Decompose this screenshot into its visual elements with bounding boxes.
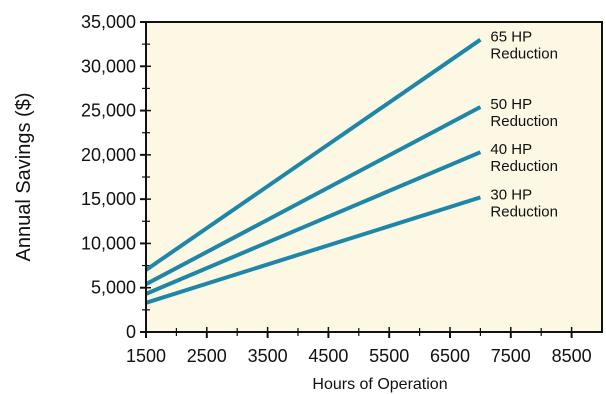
y-tick-label: 15,000 — [81, 189, 136, 209]
series-line — [145, 150, 482, 296]
x-tick-label: 3500 — [248, 346, 288, 366]
y-tick-label: 25,000 — [81, 101, 136, 121]
series-line — [145, 105, 482, 286]
series-label-line: 30 HP — [490, 186, 532, 203]
series-label-line: 65 HP — [490, 29, 532, 46]
x-tick-label: 8500 — [552, 346, 592, 366]
series-label: 50 HP Reduction — [490, 96, 558, 130]
series-line — [144, 38, 482, 272]
series-label-line: 40 HP — [490, 141, 532, 158]
series-label-line: Reduction — [490, 158, 558, 175]
x-tick-label: 7500 — [491, 346, 531, 366]
plot-frame — [145, 21, 603, 333]
series-line — [145, 195, 482, 305]
series-label: 30 HP Reduction — [490, 186, 558, 220]
y-tick-label: 35,000 — [81, 12, 136, 32]
x-axis-title: Hours of Operation — [312, 376, 447, 393]
x-tick-label: 6500 — [430, 346, 470, 366]
y-tick-label: 5,000 — [91, 278, 136, 298]
series-label-line: Reduction — [490, 46, 558, 63]
x-tick-label: 4500 — [308, 346, 348, 366]
y-tick-label: 0 — [126, 322, 136, 342]
x-tick-label: 2500 — [187, 346, 227, 366]
series-label: 65 HP Reduction — [490, 29, 558, 63]
y-tick-label: 30,000 — [81, 56, 136, 76]
y-axis-title: Annual Savings ($) — [13, 93, 35, 262]
plot-area — [146, 22, 602, 332]
x-tick-label: 1500 — [126, 346, 166, 366]
series-label-line: Reduction — [490, 113, 558, 130]
series-label-line: 50 HP — [490, 96, 532, 113]
y-tick-label: 20,000 — [81, 145, 136, 165]
series-label-line: Reduction — [490, 203, 558, 220]
x-tick-label: 5500 — [369, 346, 409, 366]
y-tick-label: 10,000 — [81, 233, 136, 253]
series-label: 40 HP Reduction — [490, 141, 558, 175]
